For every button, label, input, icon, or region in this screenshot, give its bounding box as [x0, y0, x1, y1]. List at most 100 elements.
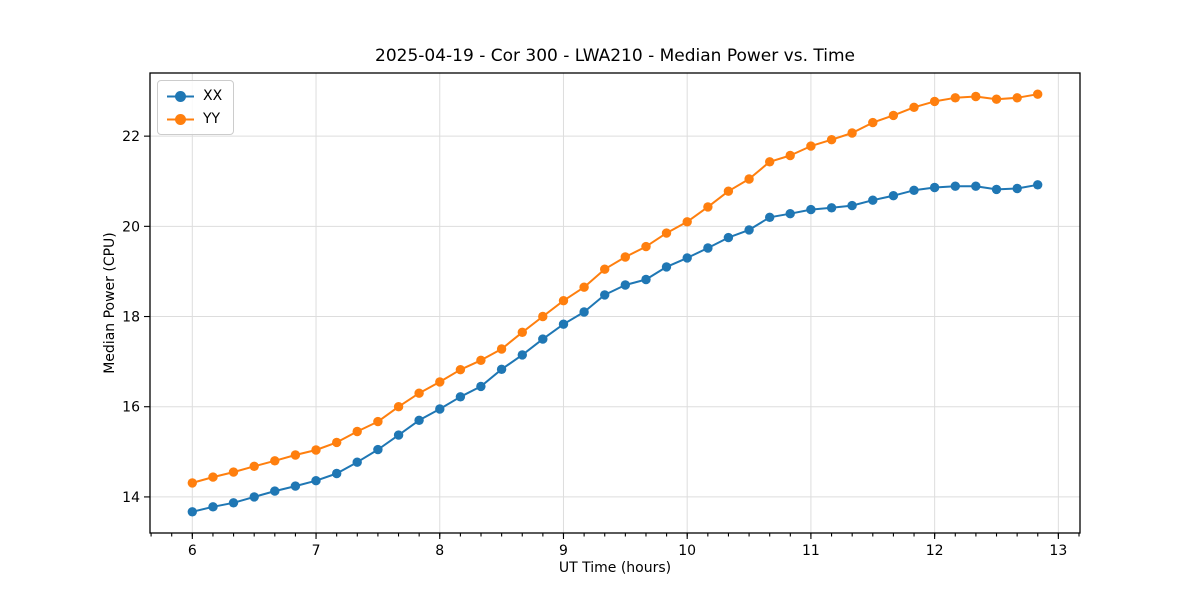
- data-point: [496, 364, 507, 374]
- data-point: [600, 290, 610, 300]
- data-point: [517, 350, 527, 360]
- data-point: [909, 185, 919, 195]
- x-tick-label: 13: [1049, 543, 1067, 559]
- data-point: [888, 110, 899, 121]
- data-point: [435, 377, 445, 387]
- y-tick-label: 16: [122, 400, 140, 416]
- legend-label: XX: [203, 88, 223, 104]
- data-point: [971, 91, 981, 102]
- x-tick-label: 10: [678, 543, 696, 559]
- data-point: [393, 402, 404, 412]
- data-point: [929, 182, 940, 193]
- data-point: [1033, 180, 1043, 190]
- data-point: [909, 102, 919, 113]
- data-point: [270, 486, 280, 496]
- data-point: [455, 365, 466, 375]
- data-point: [414, 388, 424, 398]
- y-tick-label: 14: [122, 490, 140, 506]
- data-point: [888, 191, 899, 201]
- data-point: [208, 502, 218, 512]
- data-point: [228, 467, 239, 477]
- data-point: [723, 232, 734, 243]
- data-point: [600, 264, 610, 274]
- data-point: [847, 200, 857, 211]
- x-tick-label: 9: [559, 543, 568, 559]
- data-point: [496, 344, 507, 354]
- data-point: [538, 334, 548, 344]
- data-point: [558, 296, 569, 306]
- data-point: [1033, 89, 1043, 99]
- data-point: [208, 472, 218, 482]
- x-axis-label: UT Time (hours): [558, 560, 672, 576]
- legend-entry-YY: YY: [167, 109, 222, 129]
- data-point: [950, 181, 960, 191]
- data-point: [929, 96, 940, 107]
- data-point: [187, 478, 197, 488]
- data-point: [414, 415, 424, 425]
- legend-marker-icon: [167, 113, 194, 125]
- data-point: [641, 274, 651, 285]
- y-tick-label: 18: [122, 310, 140, 326]
- data-point: [352, 426, 362, 437]
- data-point: [290, 481, 301, 491]
- axis-ticks: [144, 135, 1080, 539]
- data-point: [579, 282, 589, 292]
- data-point: [826, 135, 837, 145]
- data-point: [744, 225, 754, 235]
- data-point: [847, 128, 857, 138]
- data-point: [270, 456, 280, 466]
- data-point: [249, 461, 259, 471]
- data-point: [765, 157, 775, 167]
- data-point: [765, 212, 775, 222]
- x-tick-label: 12: [926, 543, 944, 559]
- data-point: [311, 476, 321, 486]
- y-axis-label: Median Power (CPU): [102, 232, 118, 374]
- legend: XX YY: [157, 80, 235, 135]
- data-point: [1012, 93, 1022, 103]
- data-point: [950, 93, 960, 103]
- data-point: [682, 253, 692, 263]
- data-point: [393, 430, 404, 440]
- data-point: [332, 437, 342, 448]
- data-point: [476, 355, 486, 365]
- data-point: [558, 319, 569, 329]
- data-point: [620, 280, 630, 290]
- y-tick-label: 22: [122, 129, 140, 145]
- data-point: [249, 492, 259, 502]
- data-point: [476, 381, 486, 392]
- tick-labels: 6 7 8 9 10 11 12 13 14 16 18 20 22: [122, 129, 1067, 559]
- y-tick-label: 20: [122, 219, 140, 235]
- data-point: [785, 209, 795, 219]
- data-point: [373, 416, 383, 427]
- gridlines: [150, 73, 1080, 533]
- data-point: [661, 228, 672, 238]
- data-point: [435, 404, 445, 414]
- data-point: [373, 444, 383, 455]
- series-YY: [187, 89, 1043, 488]
- data-point: [290, 450, 301, 460]
- data-point: [826, 203, 837, 213]
- data-point: [187, 507, 197, 517]
- legend-entry-XX: XX: [167, 86, 222, 106]
- data-point: [723, 186, 734, 196]
- data-point: [579, 307, 589, 317]
- data-point: [517, 327, 527, 337]
- data-point: [806, 141, 816, 151]
- series-XX: [187, 180, 1043, 517]
- data-point: [661, 262, 672, 272]
- data-point: [785, 150, 795, 161]
- data-point: [703, 202, 713, 212]
- data-point: [455, 392, 466, 402]
- data-point: [538, 311, 548, 322]
- data-point: [332, 468, 342, 479]
- data-point: [620, 252, 630, 262]
- data-point: [991, 94, 1002, 104]
- x-tick-label: 8: [435, 543, 444, 559]
- data-point: [352, 457, 362, 467]
- chart-title: 2025-04-19 - Cor 300 - LWA210 - Median P…: [375, 46, 855, 66]
- data-point: [971, 181, 981, 191]
- data-point: [703, 243, 713, 253]
- legend-label: YY: [203, 111, 221, 127]
